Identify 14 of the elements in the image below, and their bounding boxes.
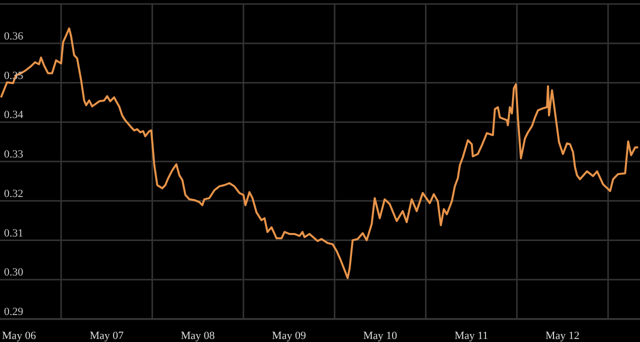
y-tick-label: 0.36 — [4, 30, 24, 42]
x-tick-label: May 07 — [90, 330, 124, 342]
y-tick-label: 0.32 — [4, 188, 24, 200]
y-tick-label: 0.33 — [4, 148, 24, 160]
y-tick-label: 0.31 — [4, 227, 24, 240]
x-tick-label: May 12 — [546, 330, 580, 342]
x-tick-label: May 06 — [2, 330, 36, 342]
y-tick-label: 0.29 — [4, 306, 24, 318]
x-tick-label: May 10 — [363, 330, 398, 342]
y-tick-label: 0.30 — [4, 266, 24, 279]
x-tick-label: May 11 — [454, 330, 488, 342]
y-tick-label: 0.34 — [4, 109, 24, 122]
x-tick-label: May 08 — [180, 330, 216, 342]
x-tick-label: May 09 — [272, 330, 306, 342]
